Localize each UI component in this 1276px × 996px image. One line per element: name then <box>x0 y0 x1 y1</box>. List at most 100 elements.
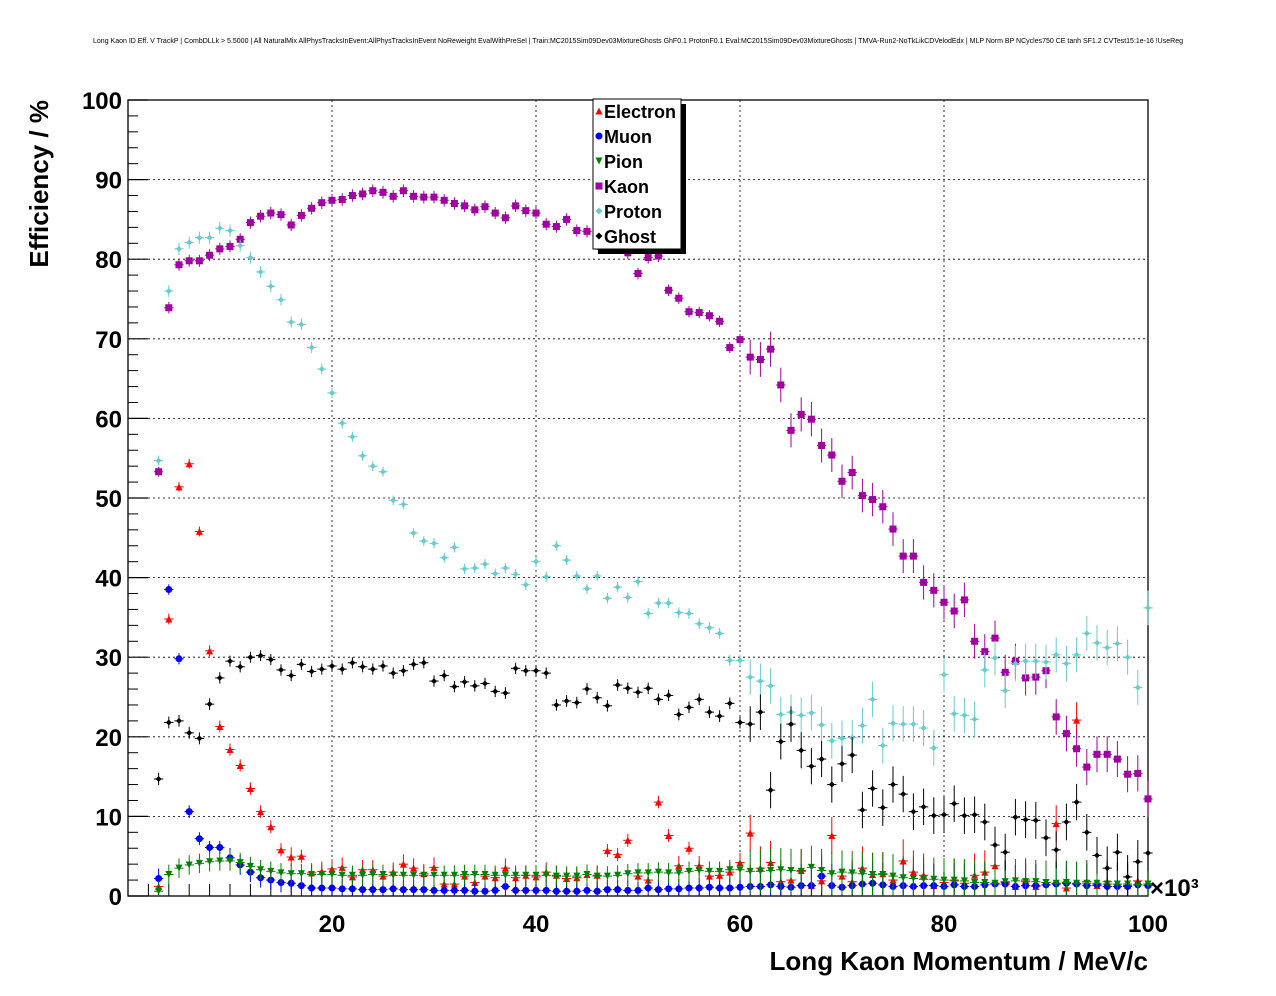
kaon-point <box>155 468 163 476</box>
kaon-point <box>777 381 785 389</box>
ghost-point <box>206 701 213 708</box>
ghost-point <box>1073 799 1080 806</box>
pion-point <box>287 870 295 878</box>
kaon-point <box>165 304 173 312</box>
proton-point <box>1134 684 1141 691</box>
ghost-point <box>308 668 315 675</box>
ghost-point <box>1134 858 1141 865</box>
ghost-point <box>1124 873 1131 880</box>
pion-point <box>787 867 795 875</box>
proton-point <box>726 657 733 664</box>
ghost-point <box>196 735 203 742</box>
ghost-point <box>288 672 295 679</box>
proton-point <box>614 584 621 591</box>
ghost-point <box>798 747 805 754</box>
kaon-point <box>236 235 244 243</box>
kaon-point <box>522 207 530 215</box>
proton-point <box>1063 660 1070 667</box>
ghost-point <box>1145 850 1151 857</box>
muon-point <box>297 882 305 890</box>
muon-point <box>552 887 560 895</box>
pion-point <box>869 871 877 879</box>
ghost-point <box>645 685 652 692</box>
proton-point <box>318 366 325 373</box>
pion-point <box>695 867 703 875</box>
kaon-point <box>552 223 560 231</box>
y-tick-label: 70 <box>95 327 122 354</box>
kaon-point <box>308 204 316 212</box>
ghost-point <box>359 663 366 670</box>
pion-point <box>807 863 815 871</box>
proton-point <box>1053 651 1060 658</box>
ghost-point <box>1114 849 1121 856</box>
ghost-point <box>859 807 866 814</box>
kaon-point <box>267 209 275 217</box>
pion-point <box>471 871 479 879</box>
kaon-point <box>491 209 499 217</box>
electron-point <box>603 847 611 855</box>
pion-point <box>491 871 499 879</box>
pion-point <box>920 875 928 883</box>
pion-point <box>654 868 662 876</box>
pion-point <box>1011 877 1019 885</box>
ghost-point <box>563 697 570 704</box>
proton-point <box>696 620 703 627</box>
pion-point <box>246 863 254 871</box>
kaon-point <box>246 219 254 227</box>
ghost-point <box>278 666 284 673</box>
electron-point <box>297 852 305 860</box>
pion-point <box>461 871 469 879</box>
kaon-point <box>1062 730 1070 738</box>
ghost-point <box>298 661 305 668</box>
pion-point <box>389 871 397 879</box>
ghost-point <box>930 812 937 819</box>
y-tick-label: 40 <box>95 566 122 593</box>
muon-point <box>603 886 611 894</box>
pion-point <box>909 874 917 882</box>
pion-point <box>542 871 550 879</box>
electron-point <box>185 460 193 468</box>
kaon-point <box>797 410 805 418</box>
pion-point <box>512 871 520 879</box>
ghost-point <box>339 666 346 673</box>
proton-point <box>777 711 784 718</box>
electron-point <box>1073 716 1081 724</box>
kaon-point <box>532 209 540 217</box>
muon-point <box>716 884 724 892</box>
proton-point <box>349 433 356 440</box>
ghost-point <box>390 670 397 677</box>
pion-point <box>1062 878 1070 886</box>
electron-point <box>277 846 285 854</box>
pion-point <box>257 866 265 874</box>
proton-point <box>900 721 907 728</box>
pion-point <box>379 871 387 879</box>
legend-marker-ghost <box>595 232 603 240</box>
muon-point <box>399 886 407 894</box>
ghost-point <box>1083 829 1090 836</box>
ghost-point <box>553 701 560 708</box>
kaon-point <box>899 552 907 560</box>
ghost-point <box>492 688 499 695</box>
proton-point <box>573 573 580 580</box>
pion-point <box>195 859 203 867</box>
legend-label-electron: Electron <box>604 102 676 122</box>
pion-point <box>1134 881 1142 889</box>
proton-point <box>329 389 335 396</box>
proton-point <box>155 457 162 464</box>
kaon-point <box>807 415 815 423</box>
proton-point <box>798 712 805 719</box>
kaon-point <box>889 525 897 533</box>
ghost-point <box>941 811 947 818</box>
ghost-point <box>267 656 274 663</box>
pion-point <box>1113 880 1121 888</box>
muon-point <box>175 655 183 663</box>
ghost-point <box>665 692 672 699</box>
ghost-point <box>155 775 162 782</box>
proton-point <box>584 585 590 592</box>
pion-point <box>716 867 724 875</box>
legend-label-pion: Pion <box>604 152 643 172</box>
kaon-point <box>1113 755 1121 763</box>
pion-point <box>971 878 979 886</box>
chart-title: Long Kaon ID Eff. V TrackP | CombDLLk > … <box>93 38 1183 45</box>
proton-point <box>533 558 539 565</box>
